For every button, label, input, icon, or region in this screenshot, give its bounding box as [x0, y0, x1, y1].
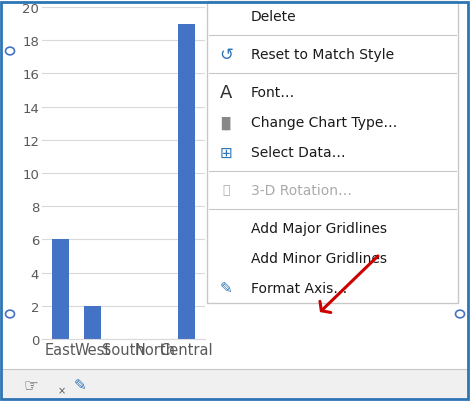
Circle shape [455, 310, 464, 318]
Circle shape [6, 310, 15, 318]
Text: ×: × [58, 386, 66, 396]
Bar [84, 306, 101, 339]
Text: ✎: ✎ [219, 281, 232, 296]
Text: ⬜: ⬜ [222, 184, 230, 197]
Text: Delete: Delete [251, 10, 297, 24]
Bar [178, 24, 195, 339]
Circle shape [6, 48, 15, 56]
Bar [52, 240, 70, 339]
Text: A: A [220, 84, 232, 102]
Text: Format Axis…: Format Axis… [251, 281, 347, 295]
Text: ⊞: ⊞ [219, 145, 232, 160]
Text: ↺: ↺ [219, 46, 233, 64]
Text: ✎: ✎ [74, 378, 87, 393]
Text: Font…: Font… [251, 86, 295, 100]
Text: Change Chart Type…: Change Chart Type… [251, 116, 397, 130]
Text: Select Data…: Select Data… [251, 146, 345, 160]
Text: Add Major Gridlines: Add Major Gridlines [251, 221, 387, 235]
Text: ☞: ☞ [24, 376, 39, 394]
Text: 3-D Rotation…: 3-D Rotation… [251, 184, 352, 198]
Text: ▐▌: ▐▌ [216, 116, 235, 129]
Text: Reset to Match Style: Reset to Match Style [251, 48, 394, 62]
Text: Add Minor Gridlines: Add Minor Gridlines [251, 251, 387, 265]
